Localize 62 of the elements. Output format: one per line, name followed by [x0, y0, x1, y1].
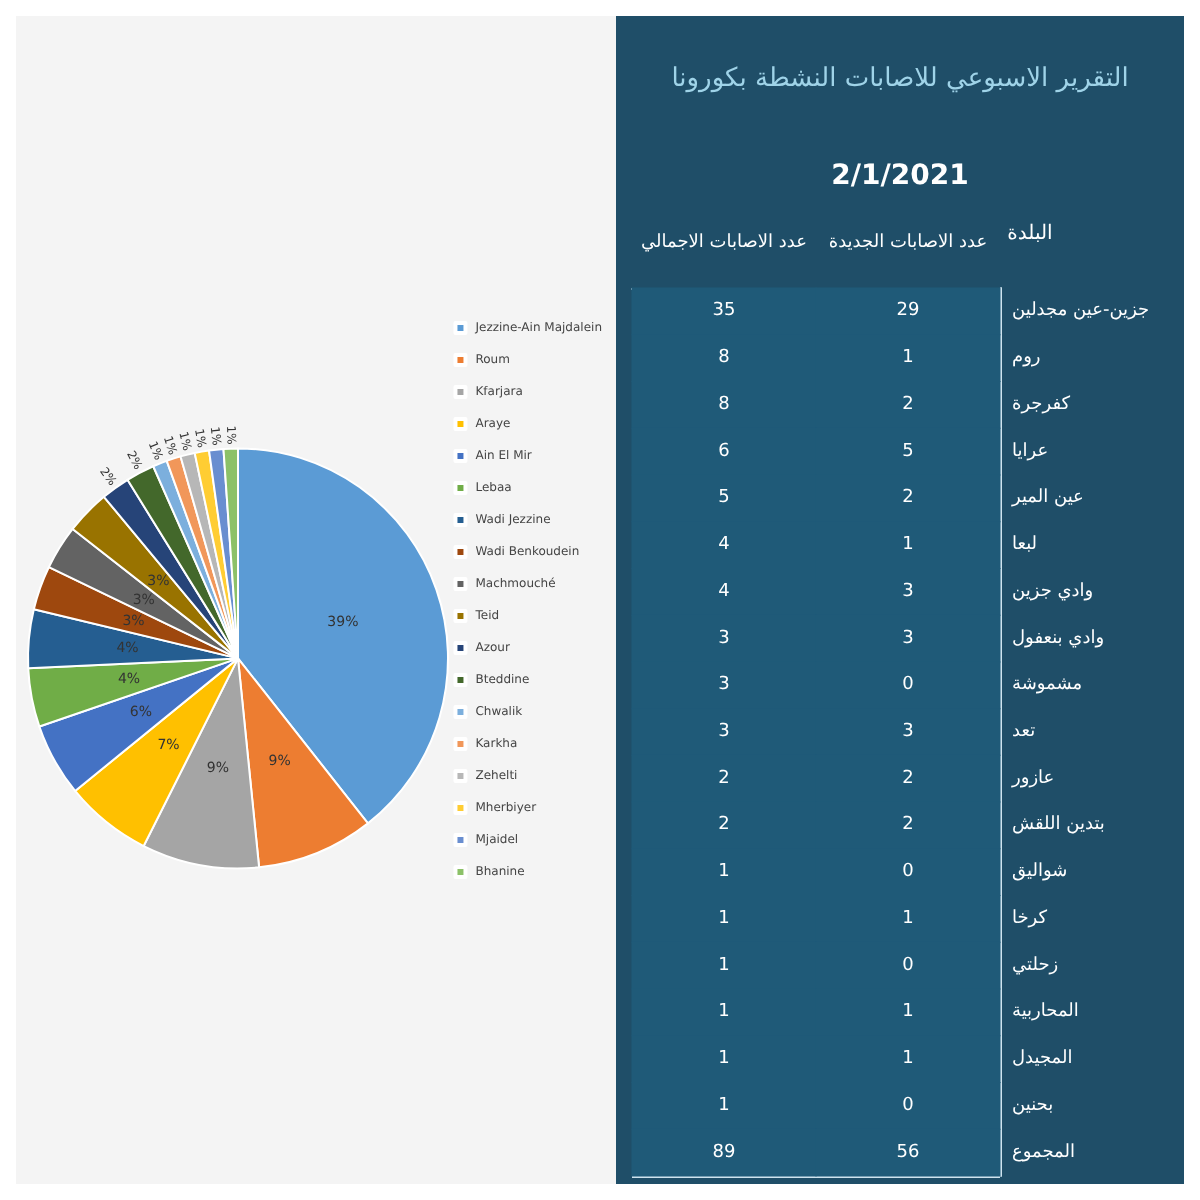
- x-tick-label: عدد الاصابات الاجمالي: [641, 233, 807, 253]
- data-label: 1: [902, 535, 914, 556]
- data-label: 1: [902, 348, 914, 369]
- y-tick-label: تعد: [1012, 722, 1037, 742]
- y-tick-label: لبعا: [1012, 535, 1038, 556]
- data-label: 0: [902, 675, 915, 696]
- y-tick-label: وادي جزين: [1012, 581, 1094, 602]
- data-label: 2: [718, 815, 730, 836]
- y-tick-label: كفرجرة: [1012, 394, 1072, 415]
- data-label: 2: [718, 768, 730, 789]
- data-label: 5: [718, 488, 730, 509]
- data-label: 1: [718, 1002, 730, 1023]
- data-label: 1: [718, 908, 730, 929]
- y-tick-label: كرخا: [1012, 908, 1049, 929]
- data-label: 1: [902, 908, 914, 929]
- data-label: 1: [718, 1049, 730, 1070]
- data-label: 5: [902, 441, 914, 462]
- data-label: 0: [902, 955, 915, 976]
- data-label: 3: [718, 722, 730, 742]
- y-tick-label: المحاربية: [1012, 1002, 1079, 1023]
- data-label: 1: [718, 955, 730, 976]
- data-label: 89: [712, 1142, 736, 1163]
- data-label: 3: [718, 675, 730, 696]
- data-label: 1: [718, 862, 730, 883]
- data-label: 3: [902, 722, 914, 742]
- chart-subtitle: 2/1/2021: [831, 160, 969, 192]
- y-tick-label: جزين-عين مجدلين: [1012, 301, 1150, 322]
- y-tick-label: بتدين اللقش: [1012, 815, 1105, 836]
- data-label: 0: [902, 1095, 915, 1116]
- data-label: 8: [718, 394, 731, 415]
- data-label: 1: [902, 1002, 914, 1023]
- y-tick-label: وادي بنعفول: [1012, 628, 1105, 649]
- data-label: 0: [902, 862, 915, 883]
- data-label: 4: [718, 535, 731, 556]
- data-label: 8: [718, 348, 731, 369]
- data-label: 29: [896, 301, 920, 322]
- data-label: 3: [902, 628, 914, 649]
- y-tick-label: زحلتي: [1012, 955, 1059, 976]
- y-tick-label: بحنين: [1012, 1095, 1054, 1116]
- data-label: 6: [718, 441, 731, 462]
- y-tick-label: المجيدل: [1012, 1049, 1073, 1070]
- data-label: 2: [902, 488, 914, 509]
- data-label: 2: [902, 394, 914, 415]
- data-label: 1: [718, 1095, 730, 1116]
- data-label: 2: [902, 768, 914, 789]
- data-label: 2: [902, 815, 914, 836]
- y-tick-label: عرايا: [1012, 441, 1049, 462]
- data-label: 35: [712, 301, 736, 322]
- data-label: 3: [718, 628, 730, 649]
- data-label: 4: [718, 581, 731, 602]
- data-label: 1: [902, 1049, 914, 1070]
- y-tick-label: عازور: [1010, 768, 1055, 789]
- data-label: 3: [902, 581, 914, 602]
- x-tick-label: عدد الاصابات الجديدة: [828, 233, 988, 253]
- y-tick-label: شواليق: [1012, 862, 1068, 883]
- y-axis-title: البلدة: [1007, 223, 1053, 245]
- y-tick-label: مشموشة: [1012, 675, 1083, 696]
- y-tick-label: روم: [1012, 348, 1041, 369]
- y-tick-label: عين المير: [1010, 488, 1084, 509]
- y-tick-label: المجموع: [1012, 1142, 1075, 1163]
- data-label: 56: [896, 1142, 920, 1163]
- chart-title: التقرير الاسبوعي للاصابات النشطة بكورونا: [671, 64, 1129, 94]
